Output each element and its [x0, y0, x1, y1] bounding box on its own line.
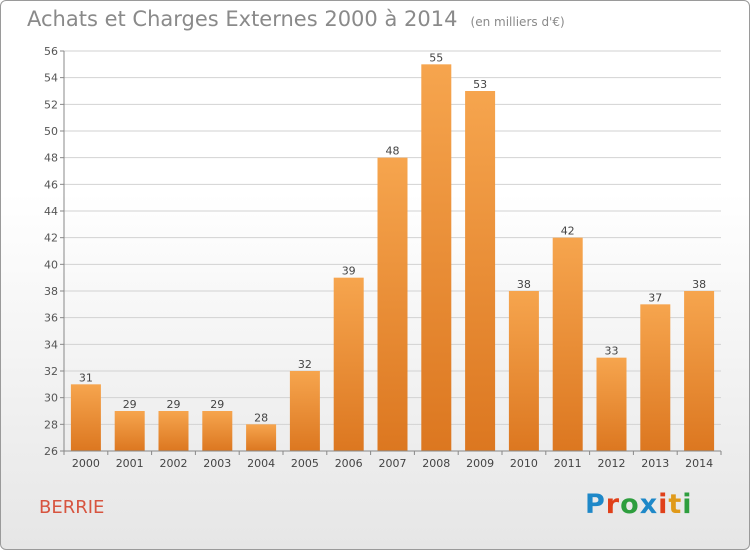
chart-title-block: Achats et Charges Externes 2000 à 2014 (… — [27, 7, 565, 31]
x-tick-label: 2005 — [291, 457, 319, 470]
bar-2014[interactable] — [684, 291, 715, 451]
data-label: 29 — [210, 398, 224, 411]
x-tick-label: 2002 — [160, 457, 188, 470]
data-label: 39 — [342, 265, 356, 278]
y-tick-label: 52 — [44, 98, 58, 111]
y-tick-label: 30 — [44, 392, 58, 405]
y-tick-label: 48 — [44, 152, 58, 165]
logo-letter: P — [585, 489, 606, 520]
data-label: 38 — [517, 278, 531, 291]
x-tick-label: 2003 — [203, 457, 231, 470]
data-label: 53 — [473, 78, 487, 91]
logo-letter: r — [605, 489, 621, 520]
data-label: 28 — [254, 411, 268, 424]
x-tick-label: 2001 — [116, 457, 144, 470]
chart-subtitle: (en milliers d'€) — [470, 15, 565, 29]
axes: 26 28 30 32 34 36 38 40 42 44 46 48 50 52 54 56 2000 2001… — [44, 45, 722, 470]
y-tick-label: 36 — [44, 312, 58, 325]
bar-2004[interactable] — [246, 424, 277, 451]
logo-letter: i — [682, 489, 693, 520]
x-tick-label: 2012 — [598, 457, 626, 470]
bar-2010[interactable] — [508, 291, 539, 451]
proxiti-logo[interactable]: Proxiti — [585, 489, 693, 520]
y-tick-label: 38 — [44, 285, 58, 298]
y-tick-label: 50 — [44, 125, 58, 138]
data-label: 55 — [429, 51, 443, 64]
bar-2007[interactable] — [377, 157, 408, 451]
y-tick-label: 26 — [44, 445, 58, 458]
bar-2003[interactable] — [202, 411, 233, 451]
bar-2012[interactable] — [596, 357, 627, 451]
data-label: 42 — [561, 225, 575, 238]
x-tick-label: 2004 — [247, 457, 275, 470]
y-tick-label: 32 — [44, 365, 58, 378]
y-tick-label: 40 — [44, 258, 58, 271]
bar-2002[interactable] — [158, 411, 189, 451]
x-tick-label: 2014 — [685, 457, 713, 470]
logo-letter: i — [658, 489, 669, 520]
bar-2005[interactable] — [289, 371, 320, 451]
place-name: BERRIE — [39, 497, 105, 518]
x-tick-label: 2006 — [335, 457, 363, 470]
y-tick-label: 28 — [44, 418, 58, 431]
data-label: 29 — [123, 398, 137, 411]
bars: 31 29 29 29 28 32 39 48 55 53 38 42 33 37 38 — [70, 51, 715, 452]
logo-letter: x — [639, 489, 659, 520]
data-label: 38 — [692, 278, 706, 291]
data-label: 37 — [648, 291, 662, 304]
data-label: 48 — [386, 145, 400, 158]
x-tick-label: 2010 — [510, 457, 538, 470]
y-tick-label: 42 — [44, 232, 58, 245]
bar-2001[interactable] — [114, 411, 145, 451]
logo-letter: o — [620, 489, 640, 520]
data-label: 32 — [298, 358, 312, 371]
x-tick-label: 2000 — [72, 457, 100, 470]
logo-letter: t — [668, 489, 683, 520]
data-label: 31 — [79, 371, 93, 384]
bar-2006[interactable] — [333, 277, 364, 451]
y-tick-label: 56 — [44, 45, 58, 58]
bar-2011[interactable] — [552, 237, 583, 451]
x-tick-label: 2011 — [554, 457, 582, 470]
bar-2013[interactable] — [640, 304, 671, 451]
data-label: 33 — [605, 345, 619, 358]
bar-2008[interactable] — [421, 64, 452, 452]
y-tick-label: 44 — [44, 205, 58, 218]
y-tick-label: 54 — [44, 72, 58, 85]
x-tick-label: 2007 — [379, 457, 407, 470]
chart-title: Achats et Charges Externes 2000 à 2014 — [27, 7, 458, 31]
x-tick-label: 2013 — [641, 457, 669, 470]
x-tick-label: 2009 — [466, 457, 494, 470]
y-tick-label: 46 — [44, 178, 58, 191]
y-tick-label: 34 — [44, 338, 58, 351]
data-label: 29 — [167, 398, 181, 411]
x-tick-label: 2008 — [422, 457, 450, 470]
bar-2000[interactable] — [70, 384, 101, 451]
bar-2009[interactable] — [465, 91, 496, 451]
